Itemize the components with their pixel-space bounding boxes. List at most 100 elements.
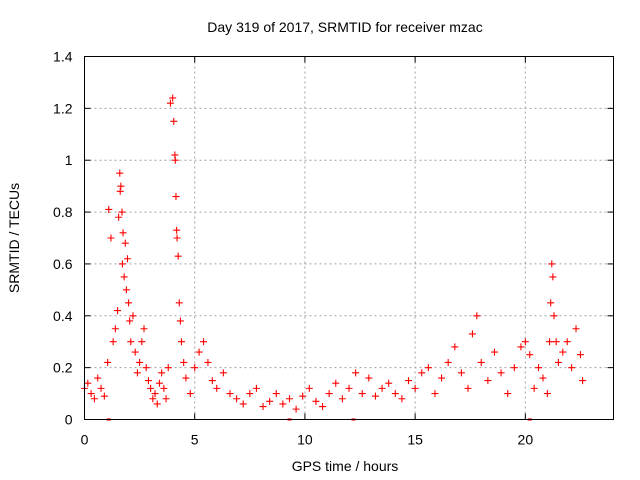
data-point bbox=[526, 351, 534, 359]
data-point bbox=[118, 260, 126, 268]
y-tick-label: 1.4 bbox=[53, 49, 73, 65]
data-point bbox=[431, 390, 439, 398]
data-point bbox=[208, 377, 216, 385]
data-point bbox=[118, 208, 126, 216]
data-point bbox=[191, 364, 199, 372]
data-point bbox=[411, 384, 419, 392]
data-point bbox=[521, 338, 529, 346]
data-point bbox=[345, 384, 353, 392]
data-point bbox=[365, 374, 373, 382]
y-axis-label: SRMTID / TECUs bbox=[6, 183, 22, 293]
data-point bbox=[176, 317, 184, 325]
data-point bbox=[568, 364, 576, 372]
data-point bbox=[170, 117, 178, 125]
x-tick-label: 20 bbox=[518, 432, 534, 448]
data-point bbox=[246, 390, 254, 398]
data-point bbox=[299, 392, 307, 400]
data-point bbox=[510, 364, 518, 372]
data-point bbox=[180, 358, 188, 366]
data-point bbox=[539, 374, 547, 382]
data-point bbox=[579, 377, 587, 385]
data-point bbox=[213, 384, 221, 392]
data-point bbox=[259, 403, 267, 411]
data-point bbox=[94, 374, 102, 382]
data-point bbox=[126, 317, 134, 325]
data-point bbox=[114, 307, 122, 315]
data-point bbox=[200, 338, 208, 346]
data-point bbox=[119, 229, 127, 237]
data-point bbox=[464, 384, 472, 392]
data-point bbox=[121, 239, 129, 247]
data-point bbox=[84, 379, 92, 387]
data-point bbox=[438, 374, 446, 382]
data-point bbox=[125, 299, 133, 307]
x-tick-label: 10 bbox=[297, 432, 313, 448]
data-point bbox=[554, 358, 562, 366]
data-point bbox=[219, 369, 227, 377]
x-tick-label: 15 bbox=[407, 432, 423, 448]
data-point bbox=[477, 358, 485, 366]
data-point bbox=[418, 369, 426, 377]
data-point bbox=[144, 377, 152, 385]
data-point bbox=[338, 395, 346, 403]
data-point bbox=[107, 234, 115, 242]
y-tick-label: 0.4 bbox=[53, 308, 73, 324]
data-point bbox=[391, 390, 399, 398]
data-point bbox=[405, 377, 413, 385]
data-point bbox=[552, 338, 560, 346]
data-point bbox=[147, 384, 155, 392]
data-point bbox=[517, 343, 525, 351]
data-point bbox=[325, 390, 333, 398]
data-point bbox=[169, 94, 177, 102]
data-point bbox=[451, 343, 459, 351]
data-point bbox=[572, 325, 580, 333]
data-point bbox=[484, 377, 492, 385]
data-point bbox=[155, 379, 163, 387]
data-point bbox=[252, 384, 260, 392]
data-point bbox=[109, 338, 117, 346]
data-point bbox=[166, 99, 174, 107]
data-point bbox=[497, 369, 505, 377]
data-point bbox=[138, 338, 146, 346]
y-tick-label: 0.8 bbox=[53, 204, 73, 220]
y-tick-label: 1.2 bbox=[53, 100, 73, 116]
y-tick-label: 0.6 bbox=[53, 256, 73, 272]
data-point bbox=[272, 390, 280, 398]
data-point bbox=[424, 364, 432, 372]
data-point bbox=[444, 358, 452, 366]
data-point bbox=[111, 325, 119, 333]
data-point bbox=[173, 226, 181, 234]
data-point bbox=[100, 392, 108, 400]
data-point bbox=[490, 348, 498, 356]
data-point bbox=[97, 384, 105, 392]
data-point bbox=[549, 273, 557, 281]
data-point bbox=[87, 390, 95, 398]
data-point bbox=[358, 390, 366, 398]
data-point bbox=[105, 205, 113, 213]
y-tick-label: 0 bbox=[65, 412, 73, 428]
data-point bbox=[279, 400, 287, 408]
grid bbox=[84, 56, 614, 420]
x-tick-label: 5 bbox=[191, 432, 199, 448]
data-point bbox=[173, 234, 181, 242]
data-point bbox=[530, 384, 538, 392]
data-point bbox=[174, 252, 182, 260]
data-point bbox=[142, 364, 150, 372]
y-tick-label: 1 bbox=[65, 152, 73, 168]
data-point bbox=[117, 182, 125, 190]
data-point bbox=[153, 400, 161, 408]
data-point bbox=[131, 348, 139, 356]
data-point bbox=[164, 364, 172, 372]
data-point bbox=[563, 338, 571, 346]
data-point bbox=[473, 312, 481, 320]
data-point bbox=[182, 374, 190, 382]
data-point bbox=[160, 384, 168, 392]
data-point bbox=[116, 187, 124, 195]
data-point bbox=[546, 338, 554, 346]
data-point bbox=[547, 299, 555, 307]
data-point bbox=[559, 348, 567, 356]
data-point bbox=[548, 260, 556, 268]
data-point bbox=[371, 392, 379, 400]
x-ticks: 0 5 10 15 20 bbox=[81, 56, 534, 448]
data-point bbox=[468, 330, 476, 338]
